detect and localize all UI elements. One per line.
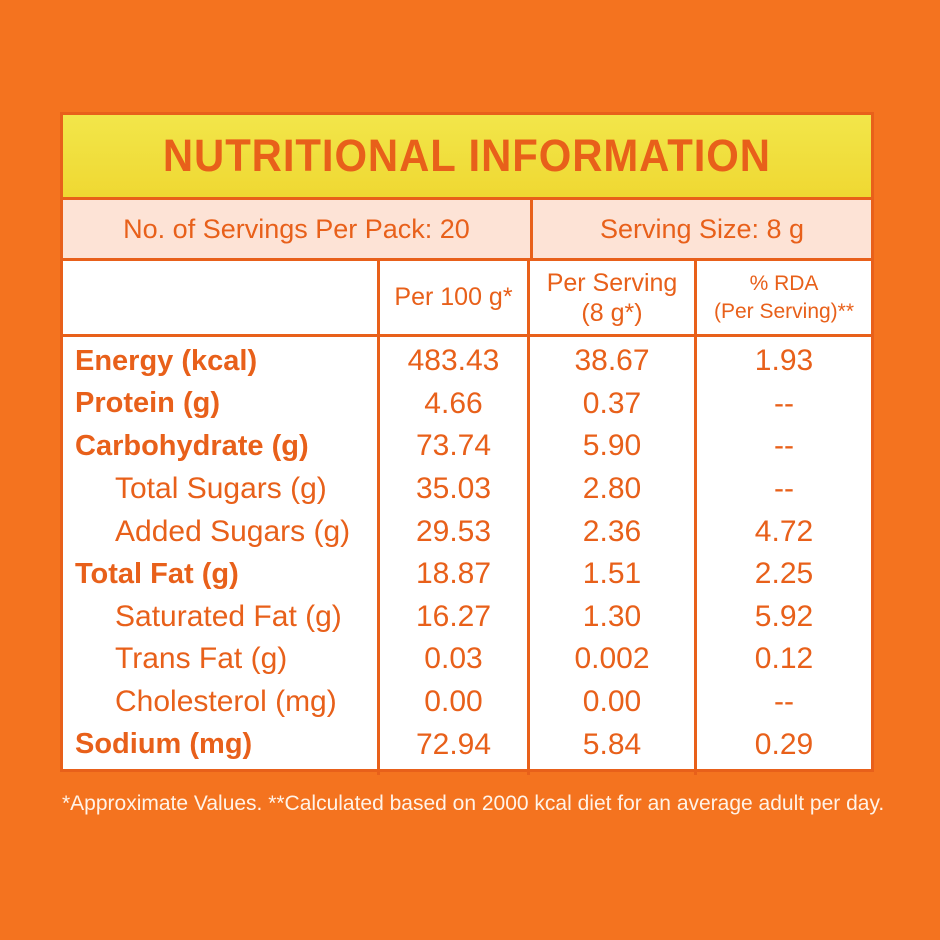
nutrient-name: Protein (g) [75,387,220,420]
rda-value: -- [774,685,794,719]
per-100g-value: 18.87 [415,557,492,591]
rda-value: -- [774,472,794,506]
servings-per-pack: No. of Servings Per Pack: 20 [63,200,533,258]
per-serving-header: Per Serving (8 g*) [530,261,697,334]
per-serving-header-line1: Per Serving [546,268,678,297]
rda-value: 2.25 [754,557,814,591]
nutrient-name: Carbohydrate (g) [75,429,309,462]
nutrient-name-column: Energy (kcal) Protein (g) Carbohydrate (… [63,337,380,775]
nutrient-name: Energy (kcal) [75,344,258,377]
per-100g-value: 29.53 [415,514,492,548]
per-serving-value: 0.002 [574,642,650,676]
serving-info-row: No. of Servings Per Pack: 20 Serving Siz… [63,200,871,261]
per-serving-value: 5.90 [582,429,642,463]
rda-header-line1: % RDA [749,271,819,295]
nutrient-name: Added Sugars (g) [115,514,351,548]
nutrient-name: Total Sugars (g) [115,472,327,506]
column-header-row: Per 100 g* Per Serving (8 g*) % RDA (Per… [63,261,871,337]
nutrient-name: Trans Fat (g) [115,642,288,676]
rda-value: -- [774,386,794,420]
per-serving-value: 38.67 [574,344,650,378]
per-100g-value: 0.00 [424,685,483,719]
rda-column: 1.93 -- -- -- 4.72 2.25 5.92 0.12 -- 0.2… [697,337,871,775]
per-100g-column: 483.43 4.66 73.74 35.03 29.53 18.87 16.2… [380,337,530,775]
nutrient-name: Sodium (mg) [75,728,253,761]
per-serving-value: 2.36 [582,514,642,548]
table-title-bar: NUTRITIONAL INFORMATION [63,115,871,200]
per-serving-value: 0.37 [582,386,642,420]
rda-value: 0.29 [754,727,814,761]
per-100g-header: Per 100 g* [380,261,530,334]
table-body: Energy (kcal) Protein (g) Carbohydrate (… [63,337,871,775]
per-100g-value: 73.74 [415,429,492,463]
serving-size: Serving Size: 8 g [599,213,805,244]
per-serving-value: 1.30 [582,599,642,633]
per-100g-value: 4.66 [424,386,483,420]
per-100g-value: 72.94 [415,727,492,761]
per-100g-value: 16.27 [415,599,492,633]
table-title: NUTRITIONAL INFORMATION [162,130,772,181]
per-100g-value: 0.03 [424,642,483,676]
rda-header: % RDA (Per Serving)** [697,261,871,334]
footnote: *Approximate Values. **Calculated based … [62,792,885,815]
nutrient-header [63,261,380,334]
nutrient-name: Total Fat (g) [75,557,239,590]
nutrient-name: Cholesterol (mg) [115,685,337,719]
per-serving-value: 5.84 [582,727,642,761]
per-serving-value: 2.80 [582,472,642,506]
rda-value: 1.93 [754,344,814,378]
per-serving-column: 38.67 0.37 5.90 2.80 2.36 1.51 1.30 0.00… [530,337,697,775]
rda-value: 0.12 [754,642,814,676]
rda-value: 4.72 [754,514,814,548]
per-100g-value: 483.43 [407,344,500,378]
rda-value: 5.92 [754,599,814,633]
nutrition-table: NUTRITIONAL INFORMATION No. of Servings … [60,112,874,775]
rda-value: -- [774,429,794,463]
per-100g-value: 35.03 [415,472,492,506]
per-serving-header-line2: (8 g*) [581,298,643,327]
per-serving-value: 0.00 [582,685,642,719]
per-serving-value: 1.51 [582,557,642,591]
nutrient-name: Saturated Fat (g) [115,599,342,633]
rda-header-line2: (Per Serving)** [713,299,855,323]
